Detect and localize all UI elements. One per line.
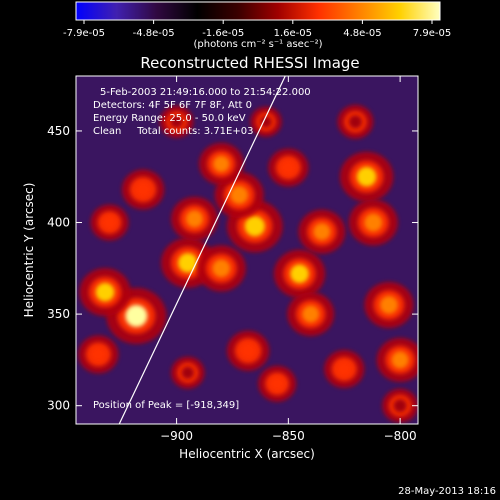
colorbar-gradient	[75, 1, 441, 21]
annotation-detectors: Detectors: 4F 5F 6F 7F 8F, Att 0	[93, 100, 252, 111]
plot-frame	[75, 75, 419, 425]
heatmap-hotspot	[181, 366, 194, 379]
heatmap-hotspot	[102, 215, 117, 230]
heatmap-hotspot	[240, 342, 256, 359]
x-tick-label: −900	[160, 429, 193, 443]
colorbar-tick-label: 1.6e-05	[274, 28, 312, 39]
heatmap-hotspot	[95, 282, 115, 302]
heatmap-hotspot	[185, 210, 204, 228]
heatmap-hotspot	[170, 115, 183, 128]
heatmap-hotspot	[270, 376, 285, 391]
colorbar: -7.9e-05 -4.8e-05 -1.6e-05 1.6e-05 4.8e-05 7.…	[63, 1, 451, 50]
heatmap-hotspot	[356, 166, 377, 187]
x-axis-title: Heliocentric X (arcsec)	[179, 447, 315, 461]
y-tick-label: 400	[47, 216, 70, 230]
heatmap-hotspot	[125, 304, 148, 327]
heatmap-hotspot	[244, 215, 266, 237]
colorbar-tick-label: -1.6e-05	[202, 28, 244, 39]
colorbar-tick-label: 4.8e-05	[343, 28, 381, 39]
annotation-block: 5-Feb-2003 21:49:16.000 to 21:54:22.000 …	[93, 87, 311, 137]
heatmap-hotspot	[230, 186, 249, 205]
heatmap-hotspot	[391, 351, 409, 369]
colorbar-tick-label: -4.8e-05	[133, 28, 175, 39]
footer-timestamp: 28-May-2013 18:16	[398, 486, 496, 497]
heatmap-hotspot	[379, 295, 398, 314]
heatmap-hotspot	[280, 160, 296, 175]
heatmap-hotspot	[313, 223, 331, 241]
annotation-time-range: 5-Feb-2003 21:49:16.000 to 21:54:22.000	[100, 87, 311, 98]
colorbar-tick-label: 7.9e-05	[413, 28, 451, 39]
y-tick-label: 450	[47, 124, 70, 138]
heatmap-hotspot	[336, 361, 352, 377]
x-tick-label: −850	[272, 429, 305, 443]
colorbar-ticks: -7.9e-05 -4.8e-05 -1.6e-05 1.6e-05 4.8e-05 7.…	[63, 20, 451, 39]
heatmap-hotspot	[213, 155, 230, 173]
solar-limb-line	[118, 76, 286, 424]
y-tick-label: 300	[47, 399, 70, 413]
peak-position-label: Position of Peak = [-918,349]	[93, 400, 239, 411]
axes: −900 −850 −800 300 350 400 450	[47, 76, 418, 443]
annotation-energy-range: Energy Range: 25.0 - 50.0 keV	[93, 113, 246, 124]
heatmap-hotspot	[260, 115, 272, 128]
heatmap	[78, 104, 418, 423]
y-axis-title: Heliocentric Y (arcsec)	[22, 183, 36, 318]
heatmap-hotspot	[212, 259, 231, 278]
colorbar-units: (photons cm⁻² s⁻¹ asec⁻²)	[193, 39, 322, 50]
heatmap-hotspot	[364, 213, 383, 232]
heatmap-hotspot	[393, 399, 407, 413]
heatmap-hotspot	[348, 115, 363, 129]
heatmap-hotspot	[177, 253, 198, 273]
y-tick-label: 350	[47, 307, 70, 321]
heatmap-hotspot	[90, 347, 106, 362]
chart-title: Reconstructed RHESSI Image	[140, 54, 359, 72]
heatmap-hotspot	[302, 305, 320, 323]
colorbar-tick-label: -7.9e-05	[63, 28, 105, 39]
x-tick-label: −800	[384, 429, 417, 443]
plot-area: −900 −850 −800 300 350 400 450	[47, 75, 419, 443]
heatmap-hotspot	[290, 264, 309, 284]
heatmap-hotspot	[135, 181, 151, 198]
annotation-clean-counts: Clean Total counts: 3.71E+03	[93, 126, 253, 137]
